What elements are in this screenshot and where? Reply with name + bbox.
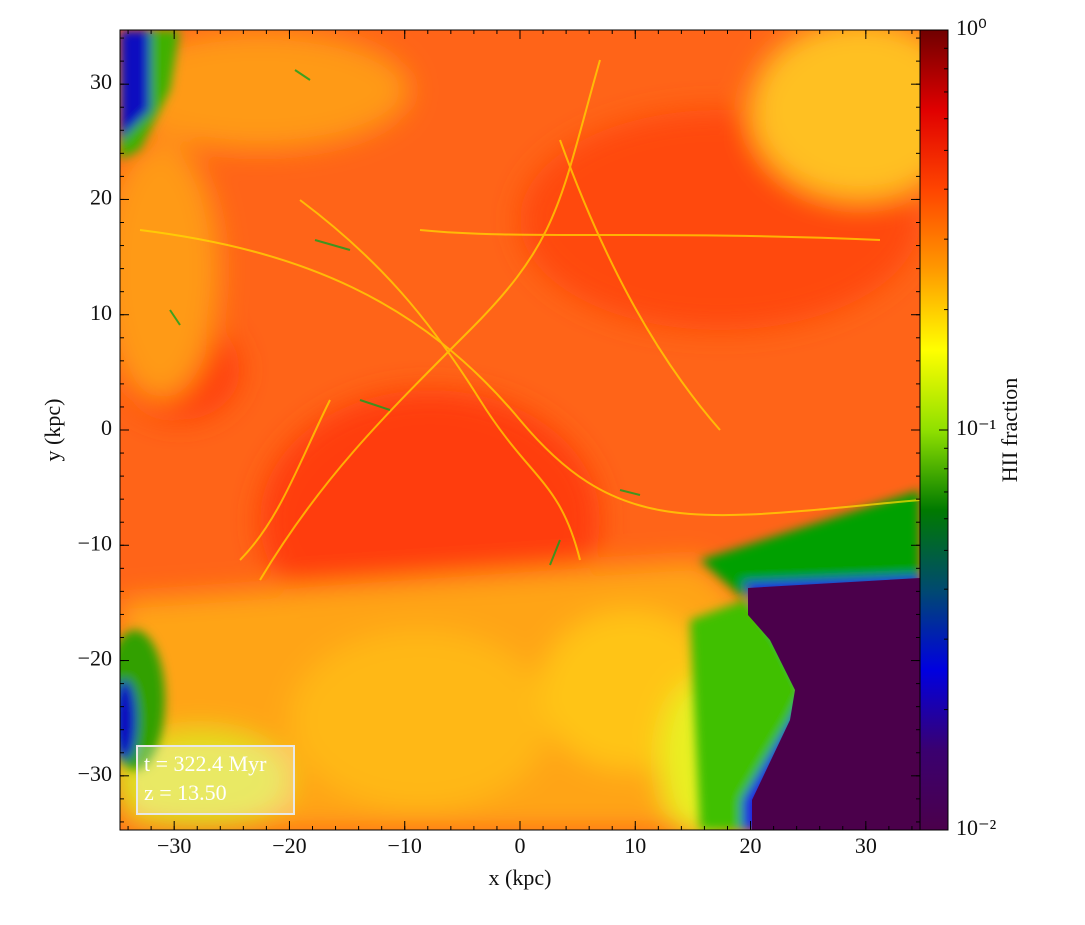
x-tick-label: −20	[272, 833, 306, 858]
annotation-box	[136, 745, 295, 815]
x-axis-label: x (kpc)	[489, 865, 552, 890]
colorbar-tick-label: 10⁻²	[956, 815, 997, 840]
annotation: z = 13.50	[144, 780, 227, 805]
annotation: t = 322.4 Myr	[144, 751, 267, 776]
x-tick-label: 10	[624, 833, 646, 858]
y-axis-label: y (kpc)	[40, 399, 65, 462]
x-tick-label: −10	[388, 833, 422, 858]
colorbar-tick-label: 10⁻¹	[956, 415, 996, 440]
colorbar-label: HII fraction	[997, 378, 1022, 482]
y-tick-label: 10	[90, 300, 112, 325]
x-tick-label: 0	[515, 833, 526, 858]
y-tick-label: −30	[78, 761, 112, 786]
x-tick-label: 20	[740, 833, 762, 858]
x-tick-label: −30	[157, 833, 191, 858]
colorbar-tick-label: 10⁰	[956, 15, 987, 40]
x-tick-label: 30	[855, 833, 877, 858]
y-tick-label: 0	[101, 415, 112, 440]
y-tick-label: 30	[90, 69, 112, 94]
y-tick-label: −10	[78, 530, 112, 555]
y-tick-label: 20	[90, 184, 112, 209]
field-image	[120, 30, 920, 830]
y-tick-label: −20	[78, 646, 112, 671]
